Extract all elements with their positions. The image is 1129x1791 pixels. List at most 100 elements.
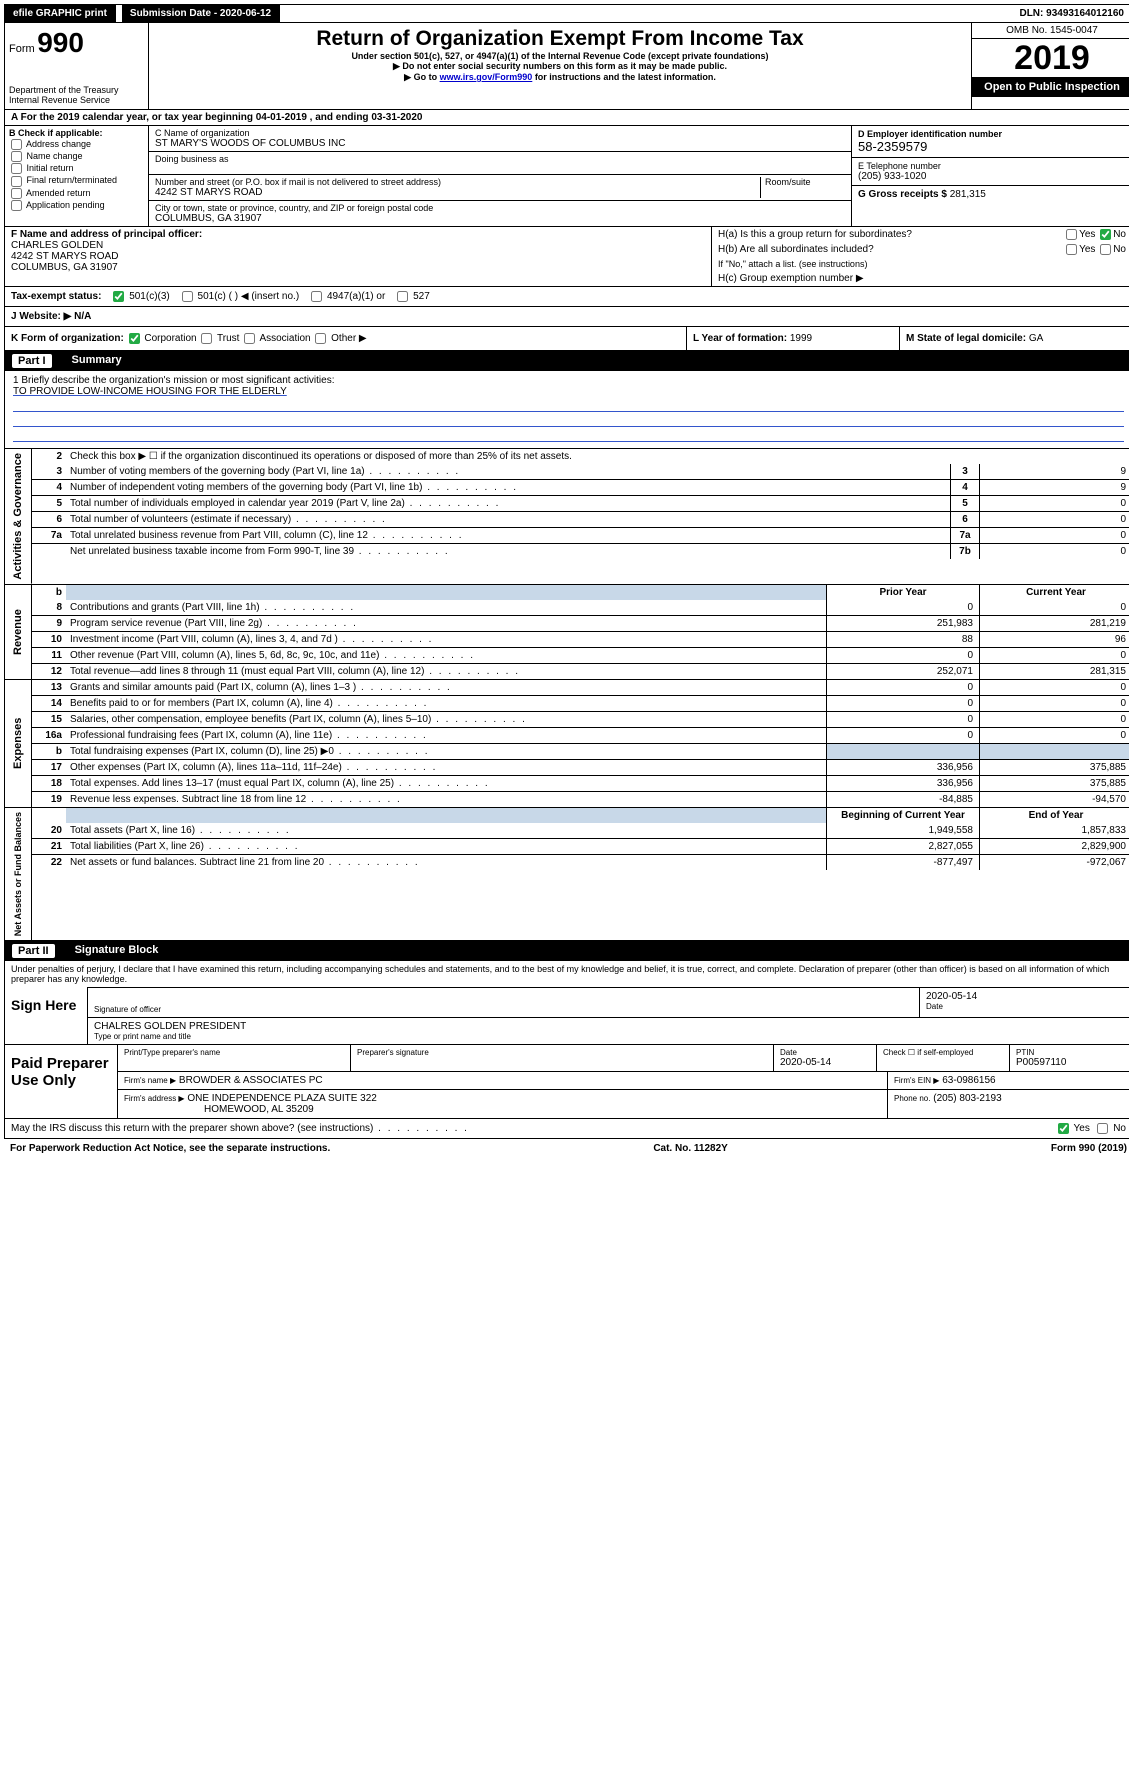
chk-527[interactable]: 527 [395,291,429,302]
klm-row: K Form of organization: Corporation Trus… [4,327,1129,351]
side-label-net-assets: Net Assets or Fund Balances [5,808,32,940]
chk-application-pending[interactable]: Application pending [9,200,144,211]
officer-name: CHARLES GOLDEN [11,240,705,251]
part1-title: Summary [72,354,122,368]
gross-receipts-value: 281,315 [950,189,986,200]
box-m-label: M State of legal domicile: [906,333,1026,344]
dba-label: Doing business as [155,154,845,164]
officer-h-block: F Name and address of principal officer:… [4,227,1129,287]
tax-year: 2019 [972,39,1129,77]
chk-corporation[interactable]: Corporation [127,333,197,344]
part2-title: Signature Block [75,944,159,958]
phone-label: E Telephone number [858,161,1126,171]
ha-yes[interactable] [1066,229,1077,240]
city-state-zip: COLUMBUS, GA 31907 [155,213,845,224]
prep-date-label: Date [780,1048,870,1057]
table-row: 20 Total assets (Part X, line 16) 1,949,… [32,823,1129,838]
submission-date: Submission Date - 2020-06-12 [122,5,280,22]
table-row: 7a Total unrelated business revenue from… [32,527,1129,543]
chk-4947[interactable]: 4947(a)(1) or [309,291,385,302]
box-l-label: L Year of formation: [693,333,787,344]
prep-date: 2020-05-14 [780,1057,870,1068]
prep-sig-label: Preparer's signature [351,1045,774,1071]
note-ssn: ▶ Do not enter social security numbers o… [153,61,967,72]
hb-no[interactable] [1100,244,1111,255]
ha-no[interactable] [1100,229,1111,240]
governance-section: Activities & Governance 2 Check this box… [4,449,1129,585]
prep-name-label: Print/Type preparer's name [118,1045,351,1071]
table-row: 21 Total liabilities (Part X, line 26) 2… [32,838,1129,854]
firm-addr-label: Firm's address ▶ [124,1094,185,1103]
discuss-yes[interactable]: Yes [1056,1123,1090,1134]
officer-addr2: COLUMBUS, GA 31907 [11,262,705,273]
col-end-year: End of Year [979,808,1129,823]
note-goto-post: for instructions and the latest informat… [535,72,716,82]
org-name: ST MARY'S WOODS OF COLUMBUS INC [155,138,845,149]
street-label: Number and street (or P.O. box if mail i… [155,177,760,187]
firm-name-label: Firm's name ▶ [124,1076,176,1085]
table-row: 5 Total number of individuals employed i… [32,495,1129,511]
paid-preparer-section: Paid Preparer Use Only Print/Type prepar… [4,1045,1129,1119]
table-row: 3 Number of voting members of the govern… [32,464,1129,479]
hb-yes[interactable] [1066,244,1077,255]
chk-address-change[interactable]: Address change [9,139,144,150]
chk-amended-return[interactable]: Amended return [9,188,144,199]
efile-label[interactable]: efile GRAPHIC print [5,5,116,22]
sig-officer-label: Signature of officer [94,1005,913,1014]
net-assets-section: Net Assets or Fund Balances Beginning of… [4,808,1129,941]
chk-final-return[interactable]: Final return/terminated [9,175,144,186]
box-b-label: B Check if applicable: [9,128,144,138]
table-row: 15 Salaries, other compensation, employe… [32,711,1129,727]
chk-initial-return[interactable]: Initial return [9,163,144,174]
ha-label: H(a) Is this a group return for subordin… [718,229,912,240]
officer-addr1: 4242 ST MARYS ROAD [11,251,705,262]
tax-status-row: Tax-exempt status: 501(c)(3) 501(c) ( ) … [4,287,1129,307]
box-k-label: K Form of organization: [11,333,124,344]
gross-receipts-label: G Gross receipts $ [858,189,947,200]
chk-name-change[interactable]: Name change [9,151,144,162]
side-label-expenses: Expenses [5,680,32,807]
chk-501c[interactable]: 501(c) ( ) ◀ (insert no.) [180,291,299,302]
discuss-label: May the IRS discuss this return with the… [11,1123,1056,1134]
table-row: 22 Net assets or fund balances. Subtract… [32,854,1129,870]
line-2: Check this box ▶ ☐ if the organization d… [66,449,1129,464]
chk-association[interactable]: Association [242,333,310,344]
chk-other[interactable]: Other ▶ [313,333,366,344]
table-row: 11 Other revenue (Part VIII, column (A),… [32,647,1129,663]
check-self-employed[interactable]: Check ☐ if self-employed [877,1045,1010,1071]
org-name-label: C Name of organization [155,128,845,138]
mission-box: 1 Briefly describe the organization's mi… [4,371,1129,449]
discuss-row: May the IRS discuss this return with the… [4,1119,1129,1139]
form-header: Form 990 Department of the Treasury Inte… [4,23,1129,110]
side-label-revenue: Revenue [5,585,32,679]
officer-signed-name: CHALRES GOLDEN PRESIDENT [94,1021,1126,1032]
firm-addr2: HOMEWOOD, AL 35209 [124,1104,881,1115]
part1-header: Part I Summary [4,351,1129,371]
discuss-no[interactable]: No [1095,1123,1126,1134]
irs-label: Internal Revenue Service [9,95,144,105]
ein-value: 58-2359579 [858,139,1126,154]
col-current-year: Current Year [979,585,1129,600]
revenue-section: Revenue b Prior Year Current Year 8 Cont… [4,585,1129,680]
form-title: Return of Organization Exempt From Incom… [153,27,967,51]
footer-row: For Paperwork Reduction Act Notice, see … [4,1139,1129,1158]
top-bar: efile GRAPHIC print Submission Date - 20… [4,4,1129,23]
website-label: J Website: ▶ [11,311,71,322]
phone-value: (205) 933-1020 [858,171,1126,182]
table-row: Net unrelated business taxable income fr… [32,543,1129,559]
pra-notice: For Paperwork Reduction Act Notice, see … [10,1143,330,1154]
table-row: b Total fundraising expenses (Part IX, c… [32,743,1129,759]
firm-ein-label: Firm's EIN ▶ [894,1076,939,1085]
perjury-declaration: Under penalties of perjury, I declare th… [5,961,1129,987]
chk-trust[interactable]: Trust [199,333,239,344]
website-row: J Website: ▶ N/A [4,307,1129,327]
chk-501c3[interactable]: 501(c)(3) [111,291,169,302]
hc-label: H(c) Group exemption number ▶ [712,271,1129,286]
year-formation: 1999 [790,333,812,344]
firm-ein: 63-0986156 [942,1075,995,1086]
table-row: 6 Total number of volunteers (estimate i… [32,511,1129,527]
form-footer: Form 990 (2019) [1051,1143,1127,1154]
instructions-link[interactable]: www.irs.gov/Form990 [440,72,533,82]
col-prior-year: Prior Year [826,585,979,600]
table-row: 18 Total expenses. Add lines 13–17 (must… [32,775,1129,791]
